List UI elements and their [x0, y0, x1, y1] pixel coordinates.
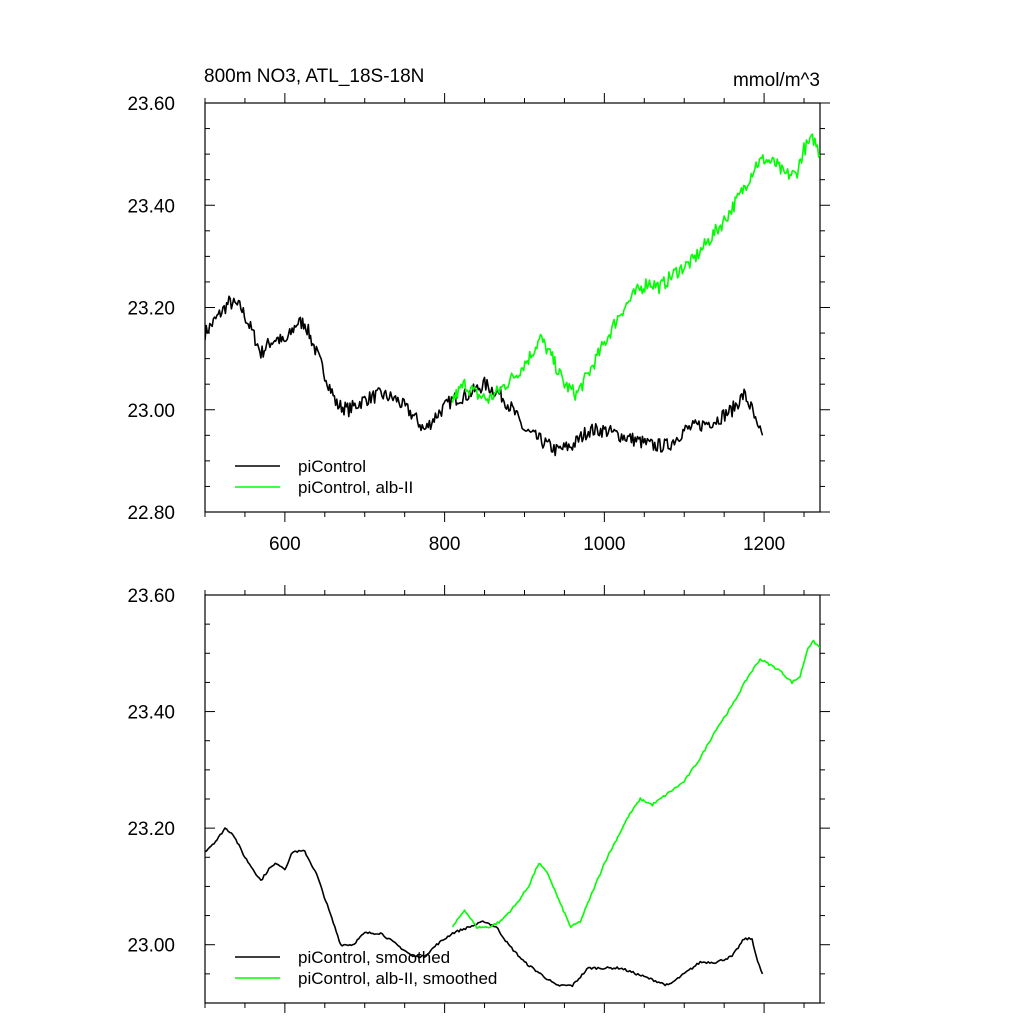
legend-label: piControl, alb-II, smoothed: [298, 969, 497, 988]
legend-label: piControl, alb-II: [298, 478, 413, 497]
y-tick-label: 23.40: [127, 196, 175, 217]
x-tick-label: 800: [429, 534, 461, 555]
series-line-top-1: [451, 133, 820, 404]
plot-frame: [204, 102, 821, 513]
bottom-panel: 23.00 23.20 23.40 23.60 piControl, smoothed p…: [127, 585, 830, 1013]
series-line-bottom-1: [451, 639, 820, 929]
y-tick-label: 23.60: [127, 586, 175, 607]
y-tick-label: 22.80: [127, 503, 175, 524]
y-tick-label: 23.40: [127, 703, 175, 724]
y-tick-label: 23.00: [127, 401, 175, 422]
y-tick-label: 23.20: [127, 819, 175, 840]
legend-label: piControl, smoothed: [298, 948, 450, 967]
x-tick-label: 1000: [583, 534, 625, 555]
plot-frame: [204, 594, 821, 1004]
x-tick-label: 600: [269, 534, 301, 555]
legend-label: piControl: [298, 457, 366, 476]
series-line-bottom-0: [205, 827, 764, 988]
y-tick-label: 23.00: [127, 936, 175, 957]
y-tick-label: 23.20: [127, 299, 175, 320]
x-tick-label: 1200: [743, 534, 785, 555]
top-panel: 600 800 1000 1200 22.80 23.00 23.20 23.40 23.60 p…: [127, 93, 830, 555]
y-tick-label: 23.60: [127, 94, 175, 115]
series-line-top-0: [205, 295, 764, 457]
chart-title: 800m NO3, ATL_18S-18N: [204, 66, 424, 87]
units-label: mmol/m^3: [733, 70, 820, 91]
